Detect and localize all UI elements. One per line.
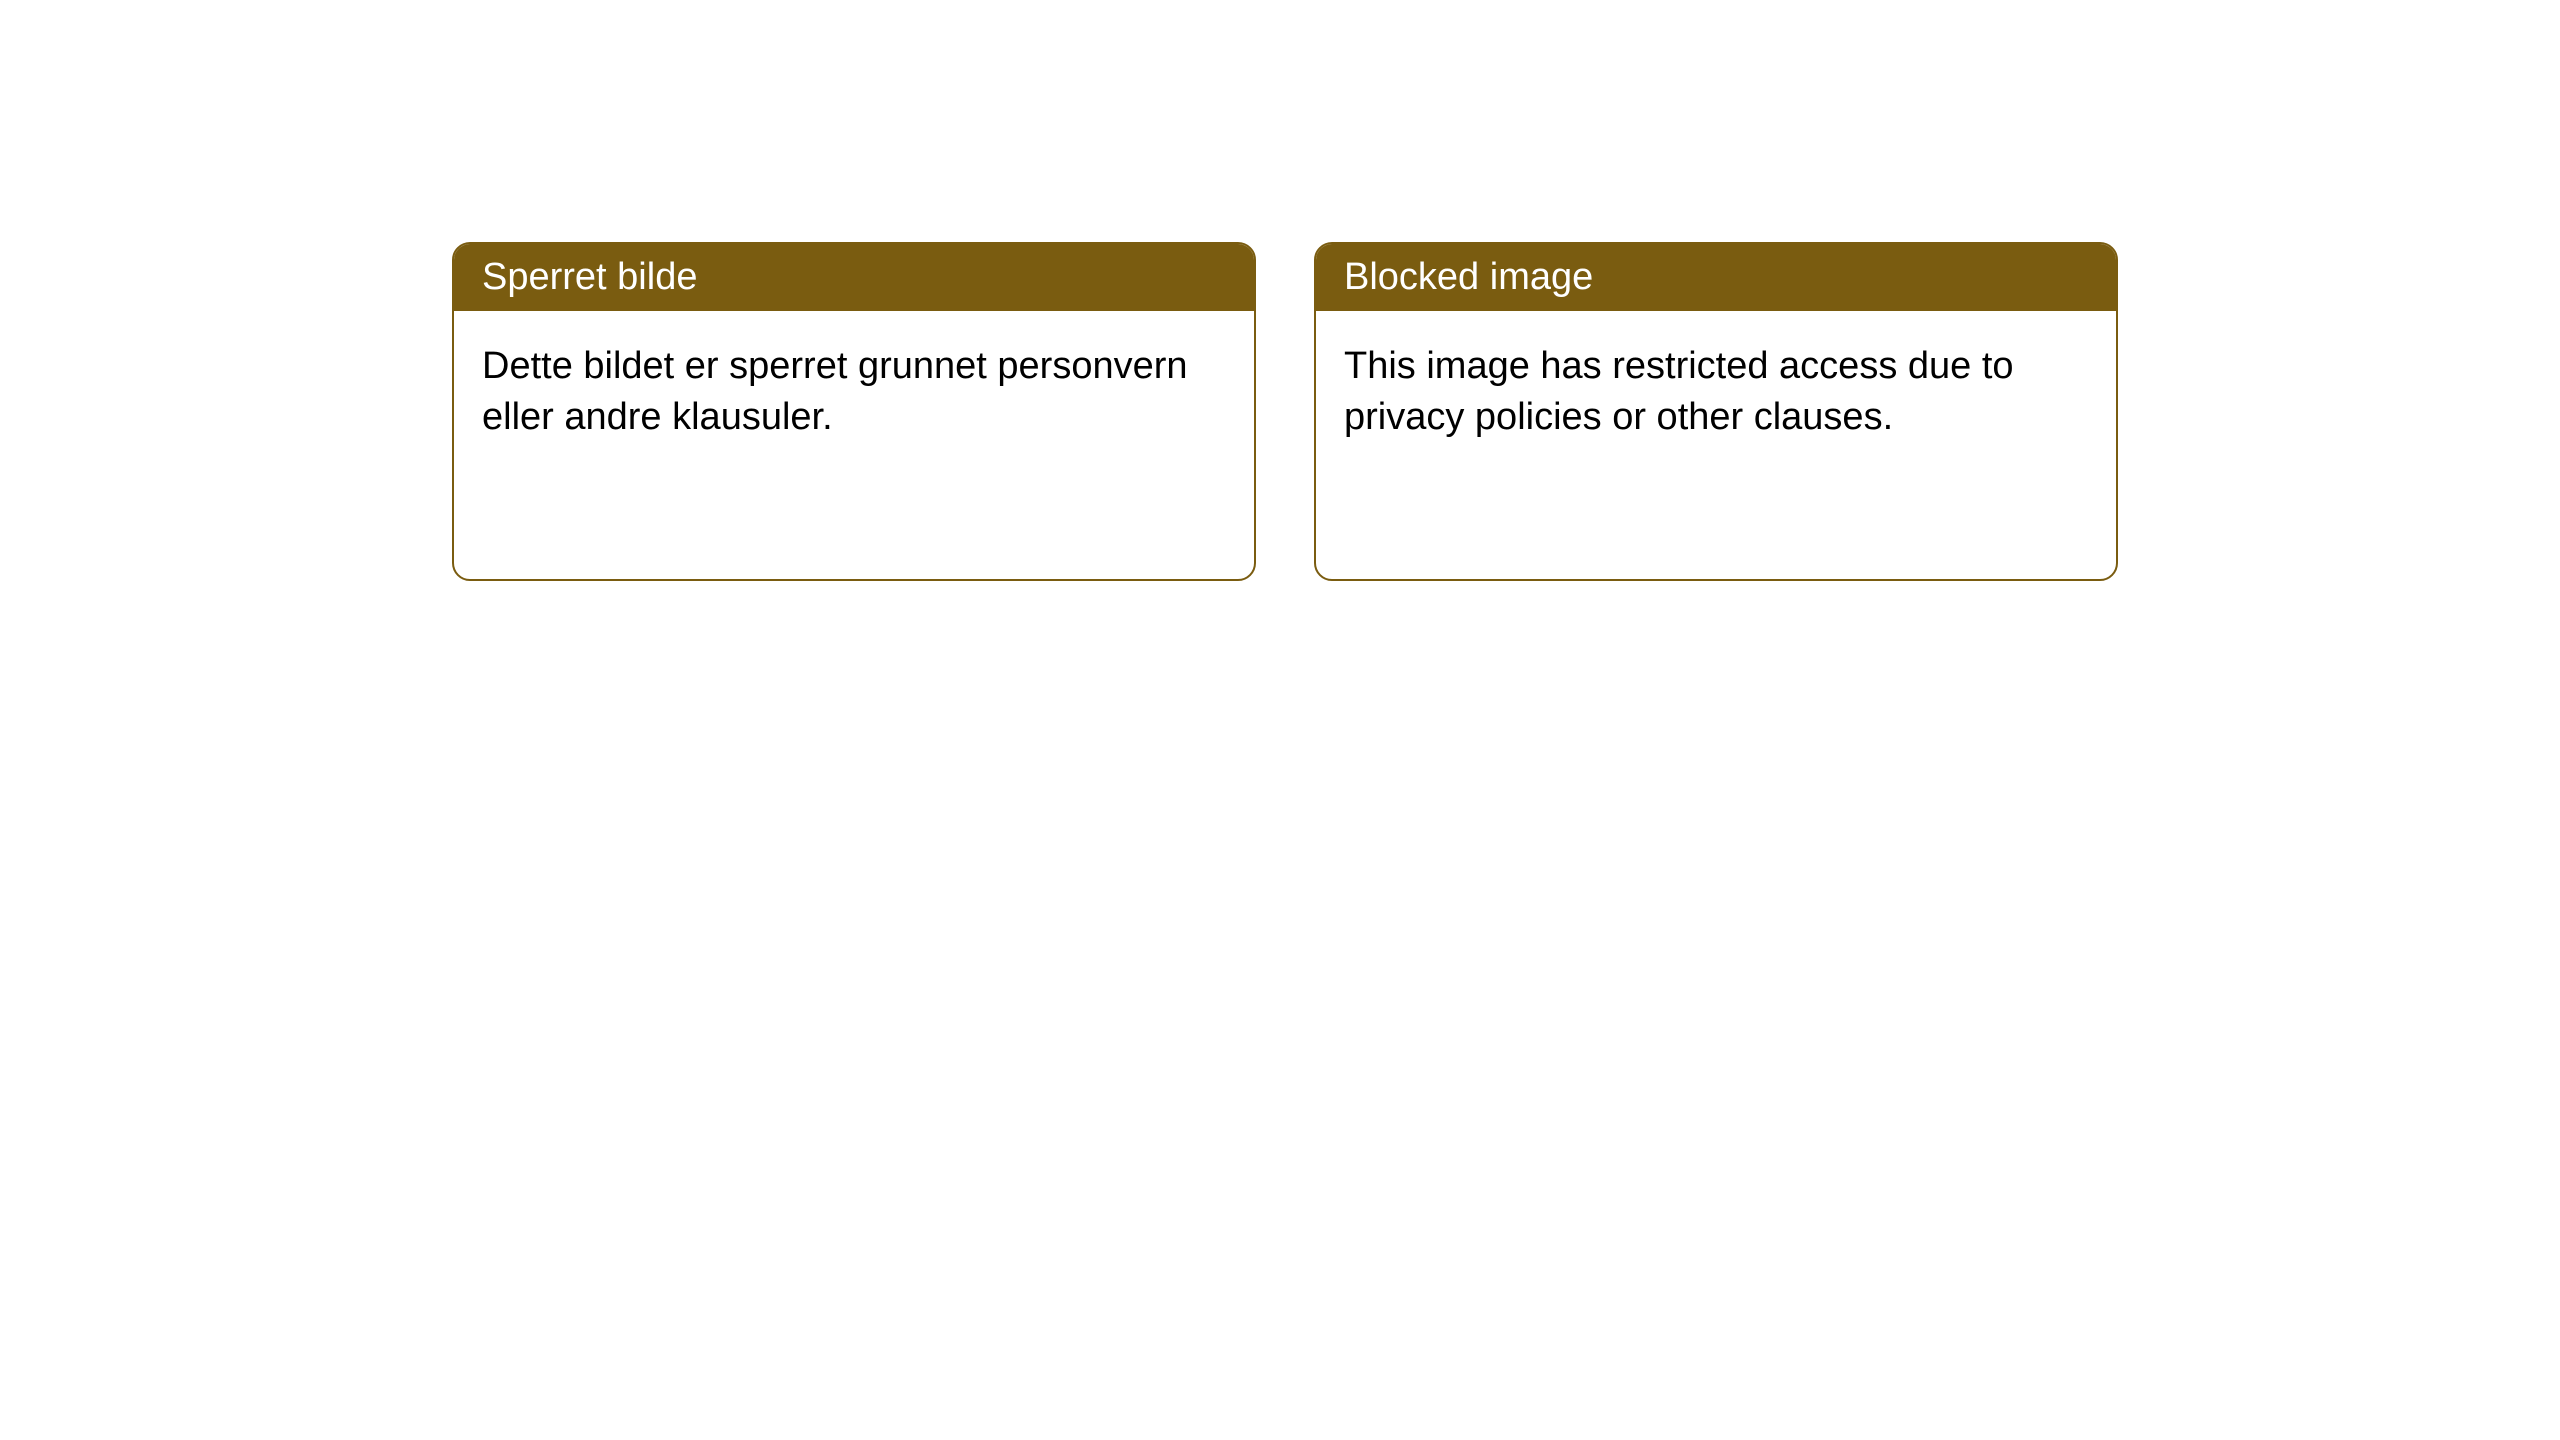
notice-card-english: Blocked image This image has restricted … — [1314, 242, 2118, 581]
card-header: Sperret bilde — [454, 244, 1254, 311]
card-body: Dette bildet er sperret grunnet personve… — [454, 311, 1254, 579]
card-title: Sperret bilde — [482, 256, 697, 298]
card-body: This image has restricted access due to … — [1316, 311, 2116, 579]
card-title: Blocked image — [1344, 256, 1593, 298]
card-header: Blocked image — [1316, 244, 2116, 311]
card-body-text: This image has restricted access due to … — [1344, 345, 2014, 438]
notice-card-norwegian: Sperret bilde Dette bildet er sperret gr… — [452, 242, 1256, 581]
card-body-text: Dette bildet er sperret grunnet personve… — [482, 345, 1188, 438]
notice-cards-row: Sperret bilde Dette bildet er sperret gr… — [452, 242, 2560, 581]
